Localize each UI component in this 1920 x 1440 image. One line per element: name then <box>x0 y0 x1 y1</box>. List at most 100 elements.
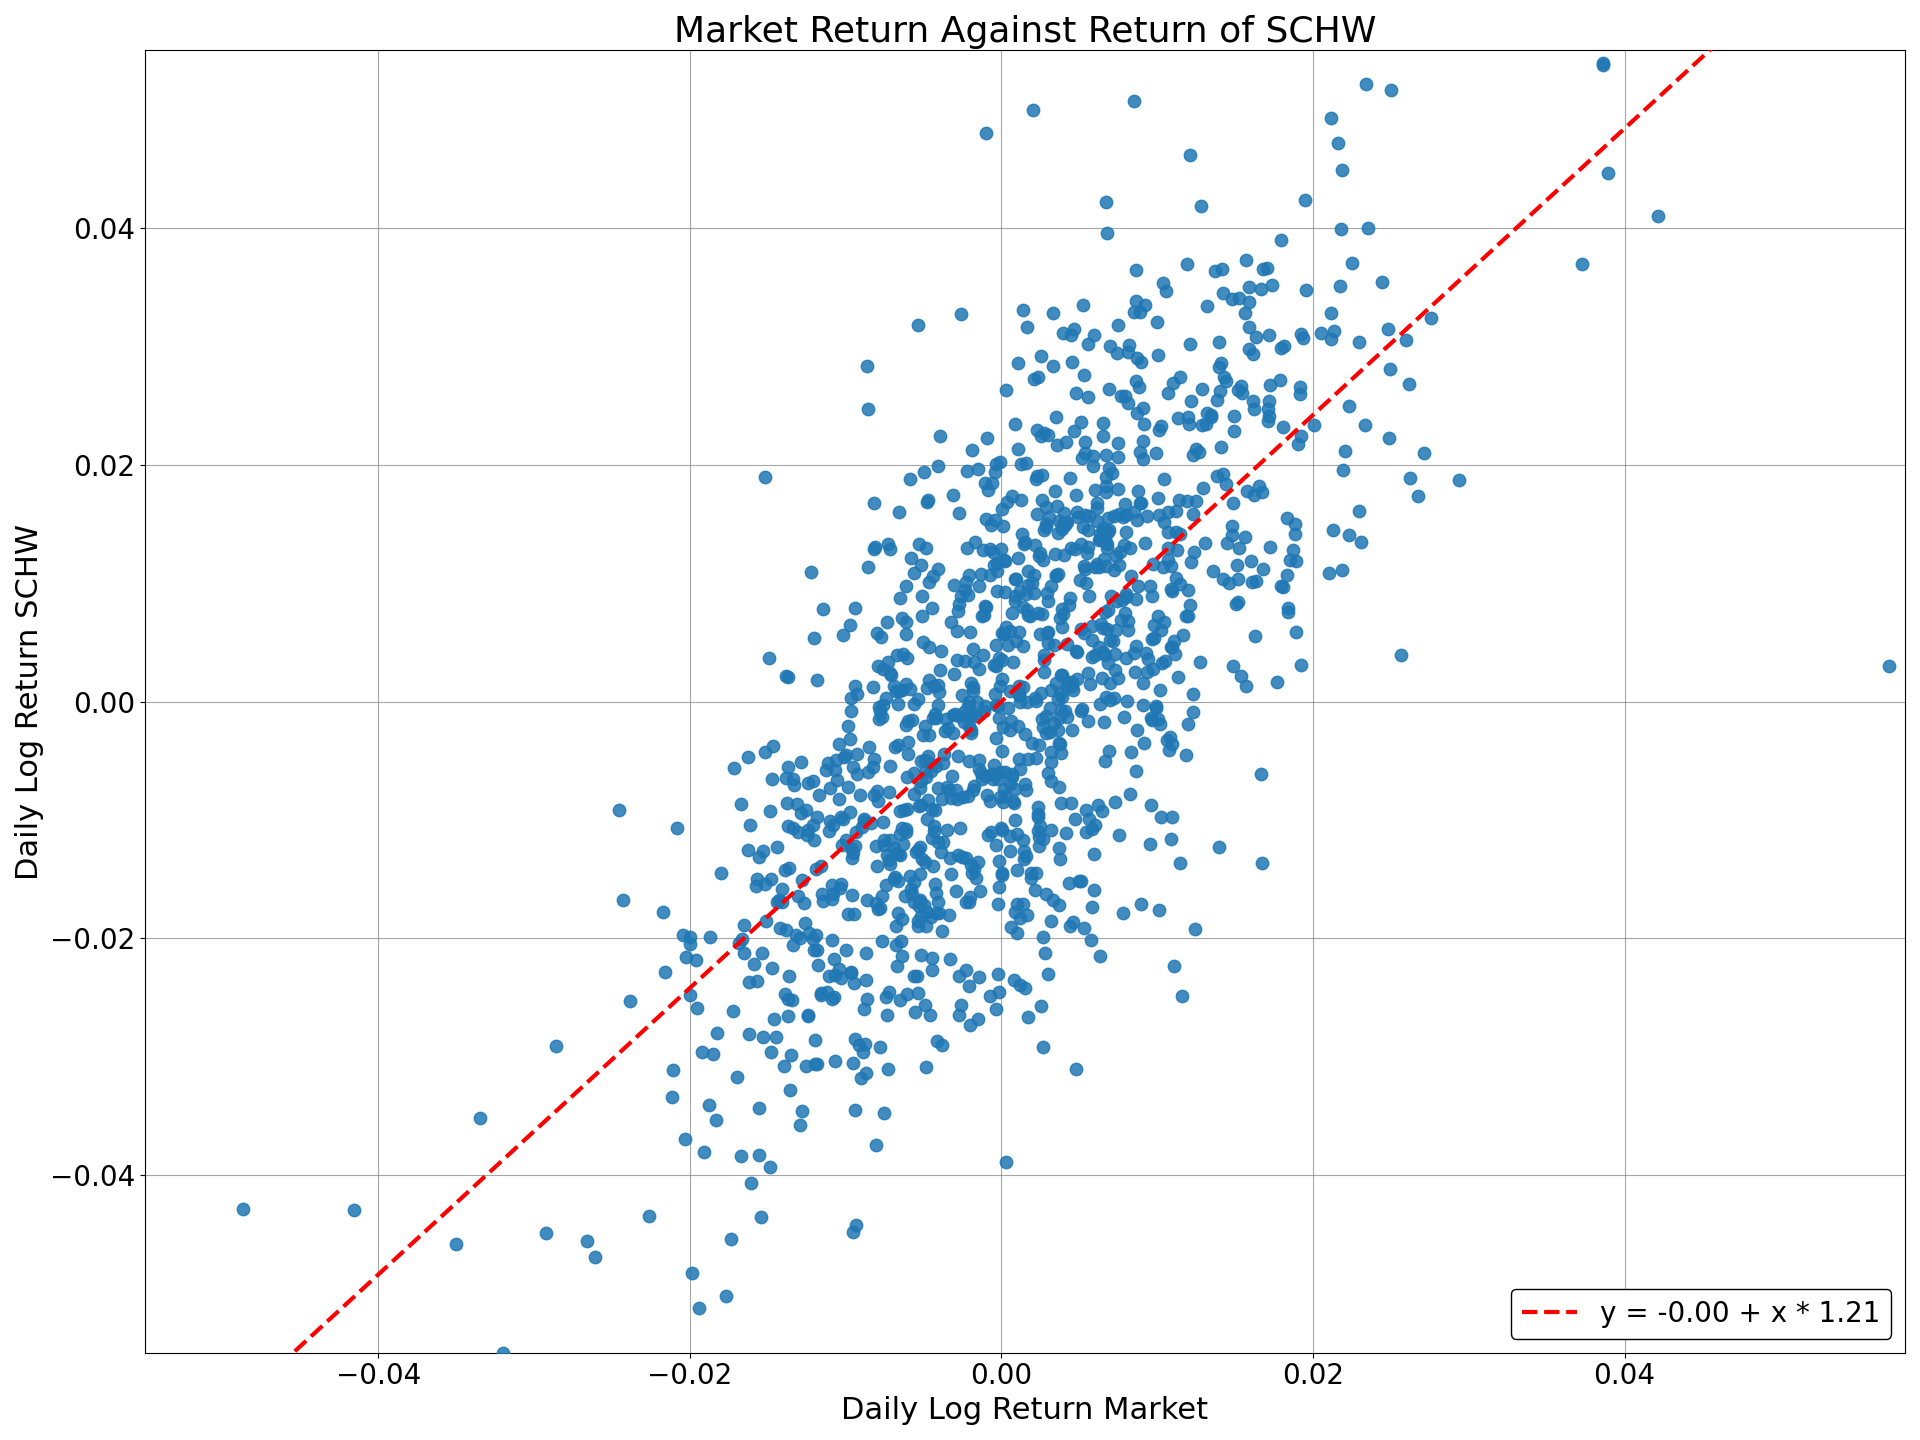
Point <box>803 953 833 976</box>
Point <box>1231 248 1261 271</box>
Point <box>1142 603 1173 626</box>
Point <box>824 733 854 756</box>
Point <box>931 775 962 798</box>
Point <box>1023 802 1054 825</box>
Point <box>1148 271 1179 294</box>
Point <box>1087 517 1117 540</box>
Point <box>912 744 943 768</box>
Point <box>1025 622 1056 645</box>
Point <box>906 553 937 576</box>
Point <box>828 832 858 855</box>
Point <box>1089 616 1119 639</box>
Point <box>939 703 970 726</box>
Point <box>735 814 766 837</box>
Point <box>862 897 893 920</box>
Point <box>818 883 849 906</box>
Point <box>900 840 931 863</box>
Point <box>891 622 922 645</box>
Point <box>902 688 933 711</box>
Point <box>973 478 1004 501</box>
Point <box>989 624 1020 647</box>
Point <box>868 657 899 680</box>
Point <box>1031 704 1062 727</box>
Point <box>851 1061 881 1084</box>
Point <box>1064 505 1094 528</box>
Point <box>900 1001 931 1024</box>
Point <box>941 788 972 811</box>
Point <box>948 710 979 733</box>
Point <box>1154 726 1185 749</box>
Point <box>1129 412 1160 435</box>
Point <box>985 451 1016 474</box>
Point <box>799 1028 829 1051</box>
Point <box>780 773 810 796</box>
Point <box>1188 477 1219 500</box>
Point <box>1035 818 1066 841</box>
Point <box>1094 334 1125 357</box>
Point <box>858 537 889 560</box>
Point <box>891 672 922 696</box>
Point <box>1108 901 1139 924</box>
Point <box>872 985 902 1008</box>
Point <box>1158 805 1188 828</box>
Point <box>1023 806 1054 829</box>
Point <box>950 579 981 602</box>
Point <box>1144 678 1175 701</box>
Point <box>1081 510 1112 533</box>
Point <box>726 792 756 815</box>
Point <box>1004 906 1035 929</box>
Point <box>814 778 845 801</box>
Point <box>889 799 920 822</box>
Point <box>745 1205 776 1228</box>
Point <box>1165 366 1196 389</box>
Point <box>728 942 758 965</box>
Point <box>835 613 866 636</box>
Point <box>1069 554 1100 577</box>
Point <box>1588 53 1619 76</box>
Point <box>1048 321 1079 344</box>
Point <box>1035 575 1066 598</box>
Point <box>1012 690 1043 713</box>
Point <box>918 564 948 588</box>
Point <box>732 840 762 863</box>
Point <box>1202 464 1233 487</box>
Point <box>1091 618 1121 641</box>
Point <box>762 835 793 858</box>
Point <box>989 550 1020 573</box>
Point <box>1085 612 1116 635</box>
Point <box>1066 618 1096 641</box>
Point <box>1100 642 1131 665</box>
Point <box>860 891 891 914</box>
Point <box>916 598 947 621</box>
Point <box>1238 625 1269 648</box>
Point <box>912 488 943 511</box>
Point <box>1219 419 1250 442</box>
Point <box>908 631 939 654</box>
Point <box>1092 507 1123 530</box>
Point <box>920 798 950 821</box>
Point <box>1265 369 1296 392</box>
Point <box>1375 357 1405 380</box>
Point <box>858 491 889 514</box>
Point <box>885 799 916 822</box>
Point <box>839 1051 870 1074</box>
Point <box>1350 73 1380 96</box>
Point <box>1000 589 1031 612</box>
Point <box>883 734 914 757</box>
Point <box>1081 552 1112 575</box>
Point <box>1256 274 1286 297</box>
Point <box>910 850 941 873</box>
Point <box>839 675 870 698</box>
Point <box>902 312 933 336</box>
Point <box>1020 878 1050 901</box>
Point <box>983 876 1014 899</box>
Point <box>1104 553 1135 576</box>
Point <box>806 982 837 1005</box>
Point <box>1016 572 1046 595</box>
Point <box>981 579 1012 602</box>
Point <box>1039 888 1069 912</box>
Point <box>1133 648 1164 671</box>
Point <box>1050 821 1081 844</box>
Point <box>979 683 1010 706</box>
Point <box>952 585 983 608</box>
